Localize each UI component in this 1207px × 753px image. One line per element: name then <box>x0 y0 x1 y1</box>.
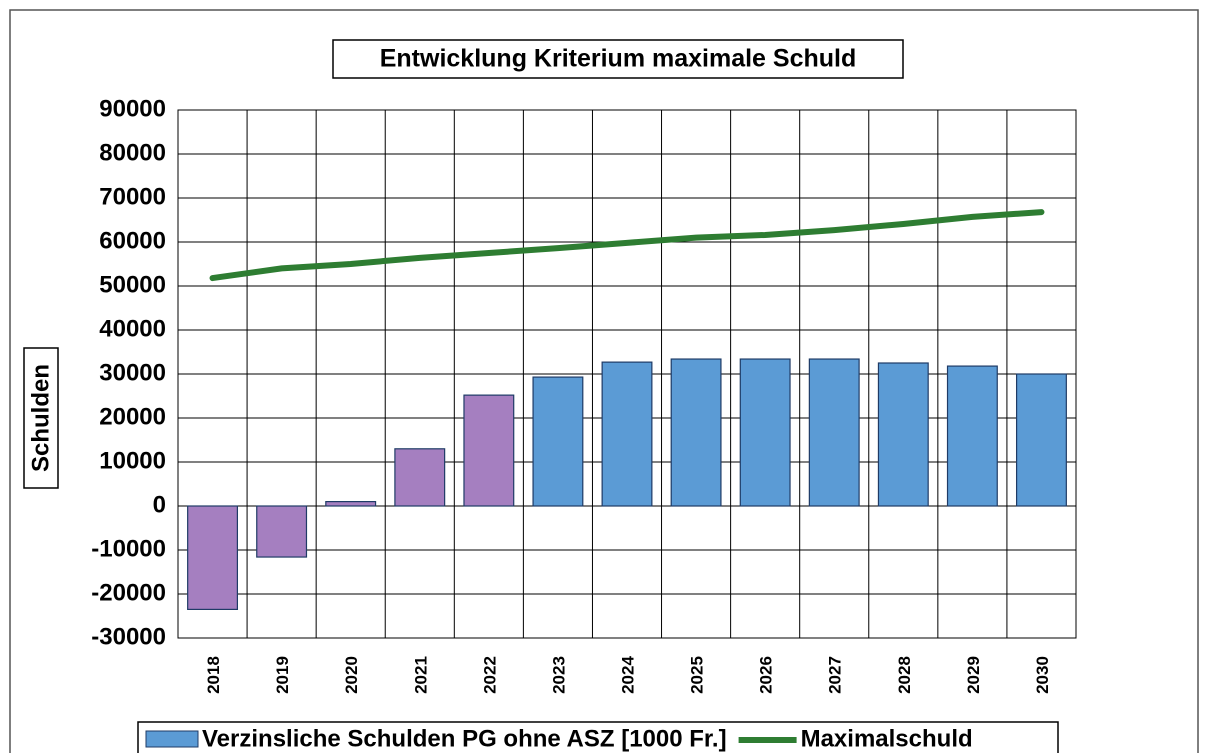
legend-swatch <box>145 730 199 748</box>
chart-title: Entwicklung Kriterium maximale Schuld <box>380 45 857 73</box>
bar <box>325 501 377 507</box>
x-tick-label: 2018 <box>204 656 223 694</box>
legend-label: Verzinsliche Schulden PG ohne ASZ [1000 … <box>202 725 727 752</box>
bar <box>946 365 998 507</box>
bar <box>463 394 515 507</box>
y-tick-label: 70000 <box>99 183 166 210</box>
bar <box>739 358 791 507</box>
chart-frame <box>9 9 1199 753</box>
bar <box>877 362 929 507</box>
y-axis-label: Schulden <box>27 364 54 472</box>
y-tick-label: 30000 <box>99 359 166 386</box>
bar <box>532 376 584 507</box>
x-tick-label: 2028 <box>895 656 914 694</box>
x-tick-label: 2020 <box>342 656 361 694</box>
bar <box>601 361 653 507</box>
y-tick-label: 10000 <box>99 447 166 474</box>
x-tick-label: 2024 <box>618 656 637 694</box>
y-tick-label: 80000 <box>99 139 166 166</box>
y-tick-label: 40000 <box>99 315 166 342</box>
line <box>209 209 1045 282</box>
legend-box <box>137 721 1059 753</box>
y-tick-label: -10000 <box>91 535 166 562</box>
x-tick-label: 2026 <box>757 656 776 694</box>
x-tick-label: 2025 <box>688 656 707 694</box>
x-tick-label: 2023 <box>549 656 568 694</box>
y-tick-label: 90000 <box>99 95 166 122</box>
x-tick-label: 2029 <box>964 656 983 694</box>
bar <box>1015 373 1067 507</box>
y-tick-label: -20000 <box>91 579 166 606</box>
title-box <box>332 39 904 79</box>
y-tick-label: 0 <box>153 491 166 518</box>
bar <box>256 505 308 558</box>
y-label-box <box>23 347 59 489</box>
y-tick-label: 60000 <box>99 227 166 254</box>
bar <box>808 358 860 507</box>
x-tick-label: 2027 <box>826 656 845 694</box>
bar <box>670 358 722 507</box>
bar <box>187 505 239 611</box>
legend-label: Maximalschuld <box>801 725 973 752</box>
x-tick-label: 2022 <box>480 656 499 694</box>
y-tick-label: 50000 <box>99 271 166 298</box>
x-tick-label: 2021 <box>411 656 430 694</box>
bar <box>394 448 446 507</box>
y-tick-label: 20000 <box>99 403 166 430</box>
y-tick-label: -30000 <box>91 623 166 650</box>
x-tick-label: 2019 <box>273 656 292 694</box>
x-tick-label: 2030 <box>1033 656 1052 694</box>
